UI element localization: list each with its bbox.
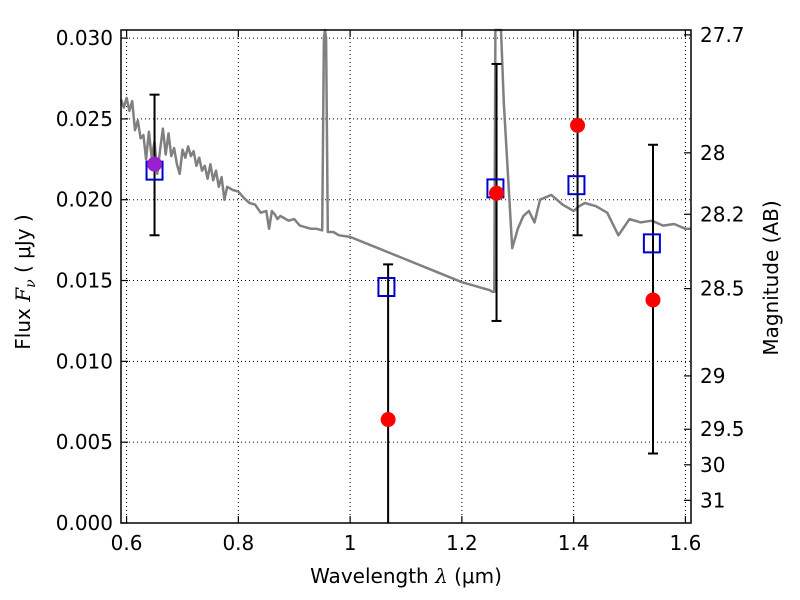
ticks: 0.6 0.8 1 1.2 1.4 1.6 0.000 0.005 0.010 0.015 0.02… [56,23,745,555]
circle-marker [380,412,396,428]
plot-frame [120,29,692,524]
y2-tick-label: 27.7 [700,23,745,47]
y2-tick-label: 29 [700,364,725,388]
circle-marker [570,117,586,133]
x-axis-label: Wavelength λ (μm) [310,564,502,588]
circle-markers [147,117,661,428]
y-tick-label: 0.010 [56,349,113,373]
square-marker [642,233,661,254]
circle-marker [645,292,661,308]
square-marker [567,175,586,196]
y2-tick-label: 31 [700,488,725,512]
circle-marker [147,156,163,172]
x-tick-label: 0.6 [111,531,143,555]
square-markers [145,160,661,298]
y-tick-label: 0.030 [56,26,113,50]
y-tick-label: 0.020 [56,188,113,212]
grid [121,30,691,524]
circle-marker [489,185,505,201]
y2-tick-label: 29.5 [700,417,745,441]
y2-tick-label: 28.2 [700,202,745,226]
x-tick-label: 0.8 [222,531,254,555]
y-tick-label: 0.005 [56,430,113,454]
error-bars [149,30,658,523]
spectrum [119,28,691,294]
y-tick-label: 0.015 [56,269,113,293]
y2-tick-label: 30 [700,453,725,477]
spectrum-line [119,28,691,294]
y-tick-label: 0.000 [56,511,113,535]
y-axis-label: Flux Fν ( μJy ) [11,214,39,349]
x-tick-label: 1.2 [446,531,478,555]
x-tick-label: 1.6 [670,531,702,555]
y2-tick-label: 28 [700,141,725,165]
y-tick-label: 0.025 [56,107,113,131]
y2-tick-label: 28.5 [700,277,745,301]
square-marker [377,277,396,298]
x-tick-label: 1.4 [558,531,590,555]
y2-axis-label: Magnitude (AB) [759,200,783,355]
x-tick-label: 1 [344,531,357,555]
